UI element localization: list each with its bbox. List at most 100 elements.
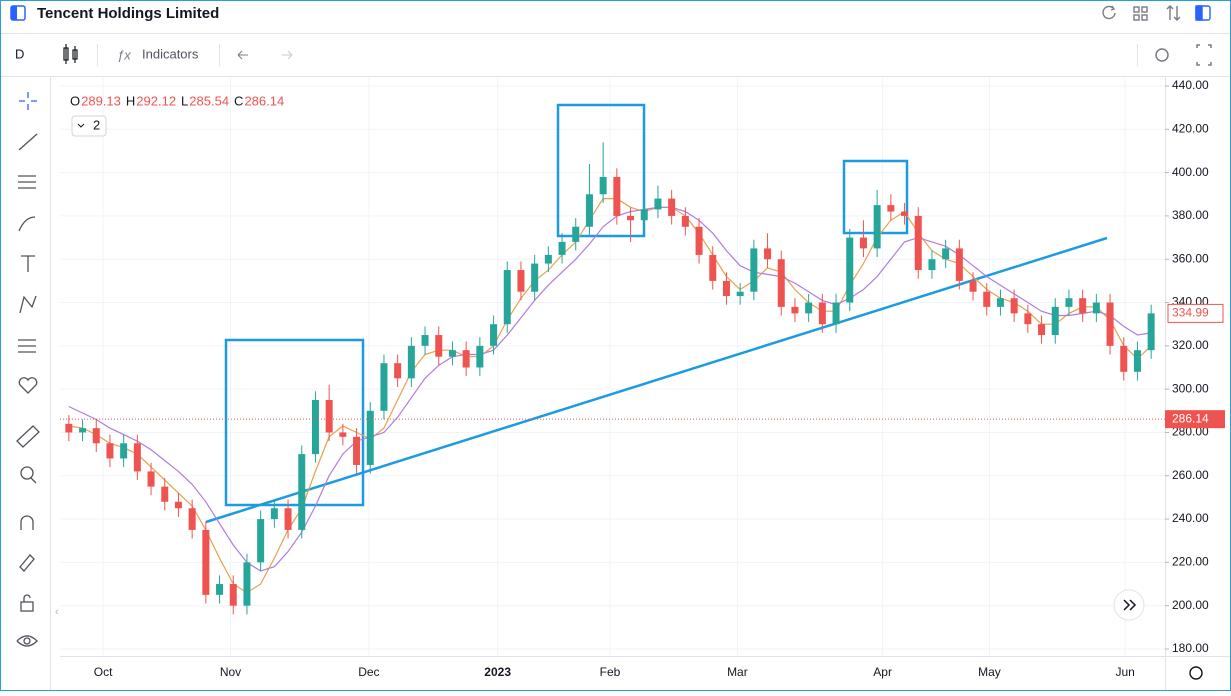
y-tick-label: 240.00 <box>1172 511 1209 525</box>
fx-icon: ƒx <box>117 47 131 62</box>
candle-body <box>503 270 511 325</box>
collapse-arrow[interactable]: ‹ <box>55 606 59 618</box>
price-label-box <box>1165 410 1225 429</box>
candle-body <box>1010 298 1018 314</box>
candle-body <box>818 302 826 325</box>
candle-body <box>216 584 224 595</box>
candle-body <box>1079 298 1087 314</box>
candle-body <box>407 345 415 379</box>
legend-value: 289.13 <box>81 93 121 108</box>
candle-body <box>572 226 580 242</box>
candle-body <box>380 363 388 411</box>
candle-body <box>394 363 402 379</box>
candle-body <box>846 237 854 303</box>
candle-body <box>298 454 306 530</box>
candle-body <box>531 263 539 292</box>
undo-icon[interactable] <box>237 50 248 60</box>
indicators-button[interactable]: Indicators <box>142 46 199 61</box>
candle-body <box>421 335 429 346</box>
candle-body <box>366 410 374 465</box>
candle-body <box>257 519 265 563</box>
candle-body <box>736 291 744 297</box>
candle-body <box>161 486 169 502</box>
y-tick-label: 220.00 <box>1172 555 1209 569</box>
title: Tencent Holdings Limited <box>37 5 219 22</box>
candle-body <box>901 211 909 216</box>
candle-body <box>764 248 772 260</box>
candle-body <box>544 254 552 264</box>
candle-body <box>859 237 867 249</box>
candle-body <box>1133 350 1141 372</box>
last-price-box <box>1167 303 1224 323</box>
y-tick-label: 320.00 <box>1172 338 1209 352</box>
candle-body <box>832 302 840 325</box>
x-tick-label: May <box>978 665 1001 679</box>
candle-body <box>202 529 210 595</box>
candle-body <box>147 471 155 487</box>
candle-body <box>750 248 758 292</box>
scroll-icon <box>1123 599 1137 611</box>
candle-body <box>1038 324 1046 336</box>
candle-body <box>435 335 443 357</box>
candle-body <box>791 306 799 314</box>
candle-body <box>1106 302 1114 346</box>
indicator-toggle[interactable] <box>71 115 107 137</box>
candle-body <box>353 436 361 465</box>
legend-key: H <box>126 93 135 108</box>
candle-body <box>1051 306 1059 336</box>
drawing-tools[interactable] <box>16 92 40 647</box>
candle-body <box>914 215 922 271</box>
candle-body <box>243 562 251 606</box>
candle-body <box>627 215 635 221</box>
redo-icon[interactable] <box>282 50 293 60</box>
candle-body <box>777 259 785 307</box>
header-icons <box>1102 5 1211 21</box>
trend-line <box>205 236 1108 524</box>
candle-body <box>558 241 566 255</box>
candle-body <box>229 584 237 606</box>
candle-body <box>106 443 114 459</box>
candle-body <box>599 176 607 195</box>
indicator-count: 2 <box>93 117 100 132</box>
candle-body <box>490 324 498 346</box>
legend-key: O <box>70 93 80 108</box>
x-tick-label: Jun <box>1115 665 1134 679</box>
legend-value: 292.12 <box>136 93 176 108</box>
chart-type-icon[interactable] <box>63 44 78 64</box>
logo-icon <box>11 6 17 20</box>
candle-body <box>805 302 813 314</box>
candle-body <box>942 248 950 260</box>
candle-body <box>462 350 470 368</box>
candle-body <box>311 399 319 455</box>
interval[interactable]: D <box>15 46 24 61</box>
candle-body <box>270 508 278 520</box>
candle-body <box>654 198 662 210</box>
settings-icon[interactable] <box>1155 48 1169 62</box>
x-tick-label: Oct <box>94 665 113 679</box>
candle-body <box>325 399 333 433</box>
y-tick-label: 360.00 <box>1172 251 1209 265</box>
candle-body <box>284 508 292 530</box>
candle-body <box>188 508 196 530</box>
legend-value: 285.54 <box>189 93 229 108</box>
fullscreen-icon[interactable] <box>1196 44 1212 66</box>
x-tick-label: Dec <box>358 665 379 679</box>
legend-key: C <box>234 93 243 108</box>
candle-body <box>174 501 182 509</box>
legend-key: L <box>181 93 188 108</box>
axis-settings-icon[interactable] <box>1189 666 1203 680</box>
candle-body <box>79 428 87 433</box>
candle-body <box>585 194 593 227</box>
y-tick-label: 420.00 <box>1172 121 1209 135</box>
candle-body <box>1147 313 1155 351</box>
candle-body <box>1120 345 1128 372</box>
candle-body <box>709 254 717 281</box>
last-price-label: 334.99 <box>1172 306 1209 320</box>
candle-body <box>873 205 881 249</box>
y-tick-label: 400.00 <box>1172 165 1209 179</box>
candle-body <box>1024 313 1032 325</box>
annotation-box <box>556 103 646 238</box>
y-tick-label: 260.00 <box>1172 468 1209 482</box>
candle-body <box>722 280 730 297</box>
